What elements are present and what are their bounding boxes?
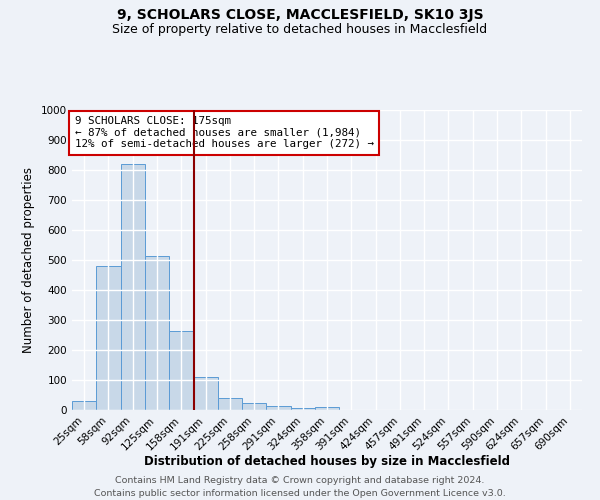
Bar — [72, 401, 96, 410]
Text: 9, SCHOLARS CLOSE, MACCLESFIELD, SK10 3JS: 9, SCHOLARS CLOSE, MACCLESFIELD, SK10 3J… — [116, 8, 484, 22]
Bar — [315, 407, 339, 410]
Bar — [218, 398, 242, 410]
Text: Distribution of detached houses by size in Macclesfield: Distribution of detached houses by size … — [144, 455, 510, 468]
Bar — [96, 266, 121, 410]
Text: 9 SCHOLARS CLOSE: 175sqm
← 87% of detached houses are smaller (1,984)
12% of sem: 9 SCHOLARS CLOSE: 175sqm ← 87% of detach… — [74, 116, 374, 149]
Bar — [169, 330, 193, 410]
Text: Contains HM Land Registry data © Crown copyright and database right 2024.
Contai: Contains HM Land Registry data © Crown c… — [94, 476, 506, 498]
Y-axis label: Number of detached properties: Number of detached properties — [22, 167, 35, 353]
Text: Size of property relative to detached houses in Macclesfield: Size of property relative to detached ho… — [112, 22, 488, 36]
Bar — [145, 256, 169, 410]
Bar — [193, 377, 218, 410]
Bar — [121, 164, 145, 410]
Bar — [290, 408, 315, 410]
Bar — [266, 406, 290, 410]
Bar — [242, 404, 266, 410]
